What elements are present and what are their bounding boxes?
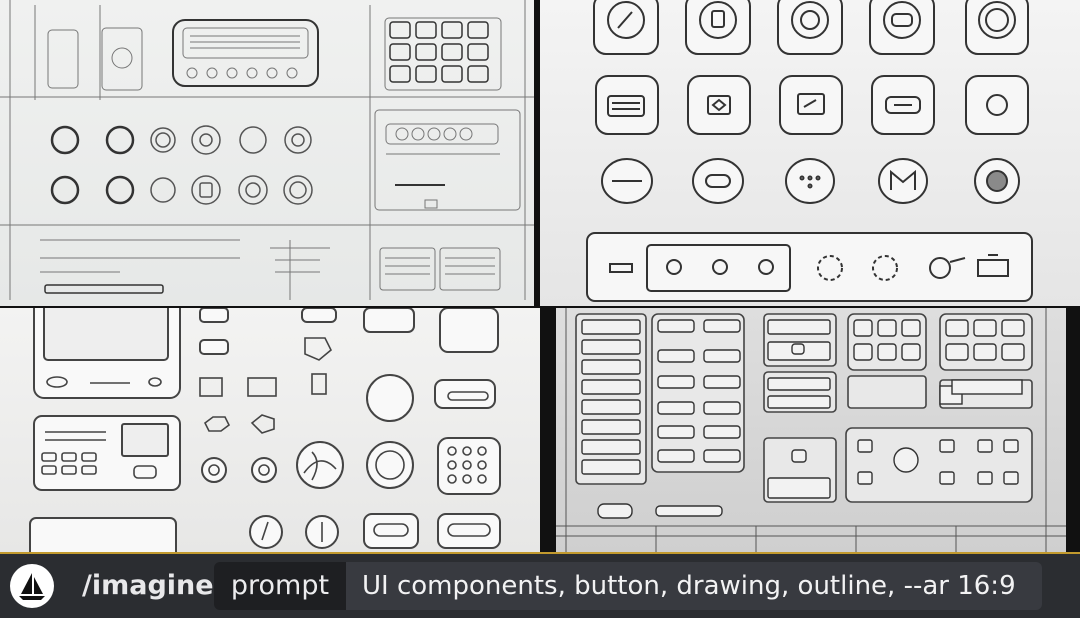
blueprint-sketch [0, 0, 534, 300]
image-tile-2[interactable] [540, 0, 1080, 306]
prompt-input[interactable]: UI components, button, drawing, outline,… [346, 562, 1042, 610]
image-tile-4[interactable] [556, 308, 1066, 552]
control-panel-drawing [556, 308, 1066, 552]
slash-command: /imagine [82, 570, 214, 601]
bot-avatar[interactable] [10, 564, 54, 608]
image-tile-1[interactable] [0, 0, 534, 306]
component-sheet [29, 308, 501, 552]
sailboat-icon [19, 573, 45, 600]
icon-button-set [586, 0, 1033, 302]
prompt-option-chip[interactable]: prompt [214, 562, 346, 610]
image-grid [0, 0, 1080, 552]
image-tile-3[interactable] [0, 308, 540, 552]
command-bar: /imagine prompt UI components, button, d… [0, 552, 1080, 618]
